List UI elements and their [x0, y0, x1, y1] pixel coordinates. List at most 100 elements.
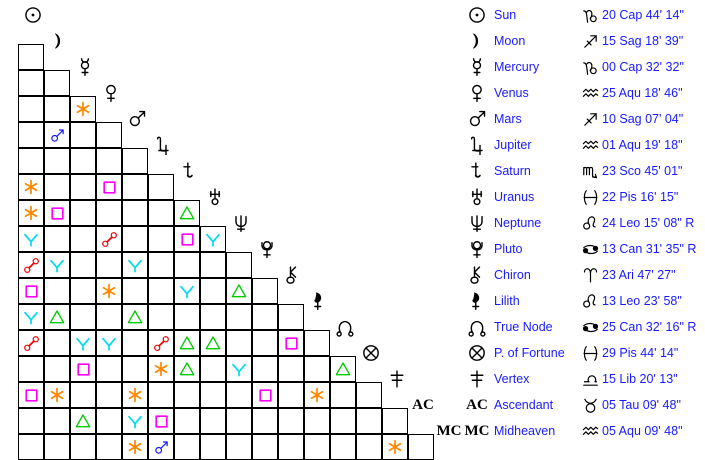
capricorn-icon [578, 59, 602, 76]
legend-row: P. of Fortune 29 Pis 44' 14" [460, 340, 705, 366]
venus-icon [460, 83, 494, 103]
legend-planet-name: Sun [494, 8, 517, 22]
aspect-cell-square [96, 174, 122, 200]
aspect-cell-empty [70, 226, 96, 252]
aspect-cell-empty [18, 122, 44, 148]
legend-row: Mars 10 Sag 07' 04" [460, 106, 705, 132]
aspect-cell-empty [200, 382, 226, 408]
aspect-cell-square [278, 330, 304, 356]
legend-planet-name: True Node [494, 320, 553, 334]
aspect-cell-quincunx [18, 226, 44, 252]
aspect-cell-empty [44, 226, 70, 252]
legend-planet-name: Midheaven [494, 424, 556, 438]
aspect-cell-trine [174, 330, 200, 356]
aquarius-icon [578, 85, 602, 102]
cancer-icon [578, 319, 602, 336]
leo-icon [578, 293, 602, 310]
legend-row: Uranus 22 Pis 16' 15" [460, 184, 705, 210]
aspect-cell-empty [122, 330, 148, 356]
lilith-icon [460, 291, 494, 311]
aspect-cell-quincunx [96, 330, 122, 356]
aspect-cell-empty [44, 148, 70, 174]
sagittarius-icon [578, 33, 602, 50]
grid-diagonal-vertex-icon [384, 366, 410, 392]
aspect-cell-trine [330, 356, 356, 382]
aspect-cell-conjunction [44, 122, 70, 148]
sagittarius-icon [578, 111, 602, 128]
legend-planet-name: Pluto [494, 242, 523, 256]
aspect-cell-empty [278, 382, 304, 408]
aspect-cell-empty [252, 356, 278, 382]
aspect-cell-empty [96, 408, 122, 434]
legend-position: 20 Cap 44' 14" [602, 8, 684, 22]
aspect-cell-empty [70, 148, 96, 174]
aspect-cell-empty [122, 148, 148, 174]
aspect-cell-empty [252, 278, 278, 304]
aspect-cell-trine [122, 304, 148, 330]
grid-diagonal-pluto-icon [254, 236, 280, 262]
aspect-cell-empty [70, 200, 96, 226]
aspect-cell-empty [278, 356, 304, 382]
legend-row: Jupiter 01 Aqu 19' 18" [460, 132, 705, 158]
aspect-cell-empty [252, 434, 278, 460]
legend-position: 05 Tau 09' 48" [602, 398, 681, 412]
aspect-cell-empty [70, 252, 96, 278]
aspect-cell-empty [304, 434, 330, 460]
aspect-cell-empty [304, 330, 330, 356]
aspect-cell-empty [44, 356, 70, 382]
aspect-cell-empty [226, 252, 252, 278]
aspect-cell-sextile [148, 356, 174, 382]
aspect-cell-empty [96, 148, 122, 174]
aspect-cell-empty [44, 278, 70, 304]
aspect-cell-empty [174, 304, 200, 330]
aspect-cell-quincunx [174, 278, 200, 304]
aspect-cell-empty [122, 174, 148, 200]
aspect-cell-empty [70, 304, 96, 330]
aspect-cell-quincunx [122, 252, 148, 278]
aspect-cell-empty [148, 174, 174, 200]
ascendant-icon: AC [466, 396, 488, 413]
mercury-icon [460, 57, 494, 77]
legend-planet-name: P. of Fortune [494, 346, 565, 360]
aspect-cell-empty [122, 200, 148, 226]
aspect-cell-opposition [96, 226, 122, 252]
aspect-cell-empty [148, 382, 174, 408]
aspect-cell-empty [44, 174, 70, 200]
aspect-cell-quincunx [122, 408, 148, 434]
jupiter-icon [460, 135, 494, 155]
grid-diagonal-venus-icon [98, 80, 124, 106]
aspect-cell-empty [408, 434, 434, 460]
pluto-icon [460, 239, 494, 259]
aspect-cell-empty [278, 304, 304, 330]
sun-icon [460, 5, 494, 25]
aspect-cell-empty [200, 434, 226, 460]
aspect-cell-sextile [96, 278, 122, 304]
legend-row: Vertex 15 Lib 20' 13" [460, 366, 705, 392]
legend-position: 13 Leo 23' 58" [602, 294, 682, 308]
aspect-cell-empty [356, 434, 382, 460]
aspect-cell-square [252, 382, 278, 408]
aspect-cell-empty [96, 434, 122, 460]
legend-planet-name: Venus [494, 86, 529, 100]
legend-position: 13 Can 31' 35" R [602, 242, 697, 256]
aspect-cell-empty [252, 304, 278, 330]
aspect-cell-empty [44, 70, 70, 96]
aspect-cell-square [174, 226, 200, 252]
legend-row: Chiron 23 Ari 47' 27" [460, 262, 705, 288]
taurus-icon [578, 397, 602, 414]
aspect-cell-empty [304, 356, 330, 382]
aspect-cell-empty [278, 408, 304, 434]
legend-planet-name: Mercury [494, 60, 540, 74]
legend-row: Venus 25 Aqu 18' 46" [460, 80, 705, 106]
legend-planet-name: Neptune [494, 216, 542, 230]
cancer-icon [578, 241, 602, 258]
pisces-icon [578, 345, 602, 362]
aspect-cell-empty [18, 44, 44, 70]
aspect-cell-empty [148, 226, 174, 252]
grid-diagonal-midheaven-icon: MC [436, 422, 462, 439]
aspect-cell-empty [44, 96, 70, 122]
legend-position: 22 Pis 16' 15" [602, 190, 679, 204]
aspect-cell-empty [226, 434, 252, 460]
aspect-cell-empty [70, 122, 96, 148]
aspect-cell-empty [44, 408, 70, 434]
